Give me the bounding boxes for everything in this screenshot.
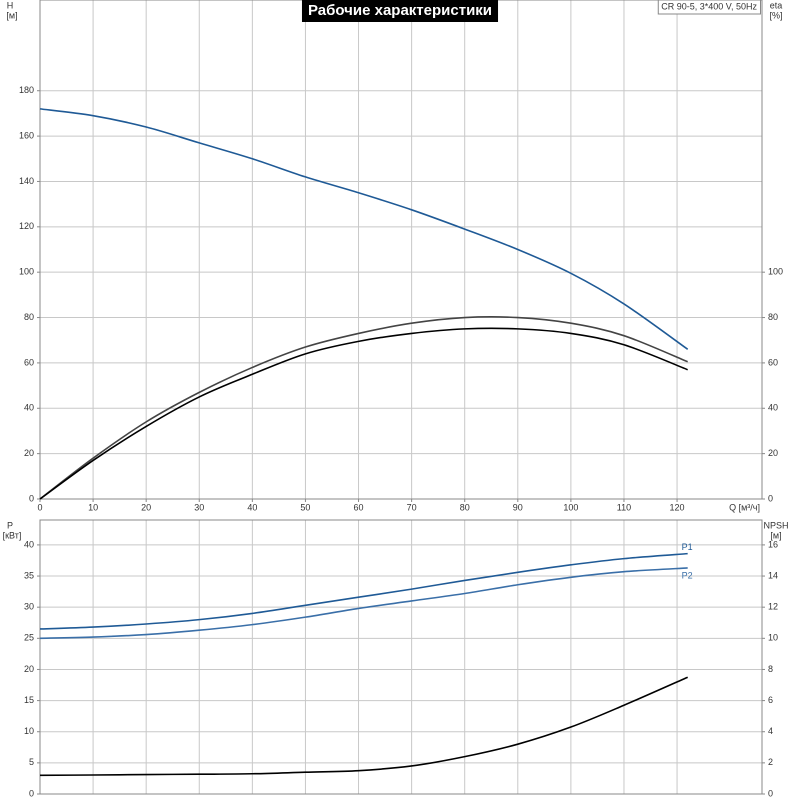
y-tick-label: 40 xyxy=(24,539,34,549)
y2-axis-unit: [%] xyxy=(769,10,782,20)
y-axis-label: P xyxy=(7,520,13,530)
y2-tick-label: 8 xyxy=(768,664,773,674)
series-line xyxy=(39,676,688,777)
series-label: P2 xyxy=(682,570,693,580)
y-tick-label: 20 xyxy=(24,448,34,458)
x-tick-label: 100 xyxy=(563,502,578,512)
series-line xyxy=(39,108,689,350)
y2-axis-label: NPSH xyxy=(763,520,788,530)
y-tick-label: 20 xyxy=(24,664,34,674)
y2-tick-label: 4 xyxy=(768,726,773,736)
series-line xyxy=(39,327,688,500)
x-tick-label: 90 xyxy=(513,502,523,512)
y-tick-label: 0 xyxy=(29,788,34,798)
y2-axis-unit: [м] xyxy=(770,530,781,540)
series-label: P1 xyxy=(682,542,693,552)
y-tick-label: 40 xyxy=(24,403,34,413)
y2-tick-label: 16 xyxy=(768,539,778,549)
y2-tick-label: 2 xyxy=(768,757,773,767)
series-line xyxy=(39,567,688,640)
y-tick-label: 100 xyxy=(19,267,34,277)
x-tick-label: 20 xyxy=(141,502,151,512)
y-tick-label: 5 xyxy=(29,757,34,767)
y-axis-unit: [м] xyxy=(6,10,17,20)
y2-tick-label: 60 xyxy=(768,357,778,367)
y-tick-label: 160 xyxy=(19,130,34,140)
x-tick-label: 10 xyxy=(88,502,98,512)
y-tick-label: 180 xyxy=(19,85,34,95)
y-tick-label: 10 xyxy=(24,726,34,736)
y-tick-label: 0 xyxy=(29,493,34,503)
series-line xyxy=(39,552,688,630)
y-tick-label: 35 xyxy=(24,570,34,580)
x-tick-label: 40 xyxy=(247,502,257,512)
x-tick-label: 50 xyxy=(300,502,310,512)
y2-tick-label: 12 xyxy=(768,602,778,612)
x-tick-label: 60 xyxy=(354,502,364,512)
x-tick-label: 110 xyxy=(617,502,631,512)
y-tick-label: 80 xyxy=(24,312,34,322)
y-axis-unit: [кВт] xyxy=(3,530,22,540)
plot-frame xyxy=(39,519,763,795)
y2-axis-label: eta xyxy=(770,0,783,10)
title-box xyxy=(301,0,499,22)
x-tick-label: 70 xyxy=(407,502,417,512)
x-tick-label: 0 xyxy=(37,502,42,512)
y2-tick-label: 0 xyxy=(768,788,773,798)
y2-tick-label: 100 xyxy=(768,267,783,277)
series-line xyxy=(39,316,688,500)
y-tick-label: 120 xyxy=(19,221,34,231)
y-tick-label: 140 xyxy=(19,176,34,186)
chart-subtitle: CR 90-5, 3*400 V, 50Hz xyxy=(661,1,757,11)
y-tick-label: 60 xyxy=(24,357,34,367)
y-tick-label: 25 xyxy=(24,633,34,643)
y-axis-label: H xyxy=(7,0,14,10)
x-tick-label: 30 xyxy=(194,502,204,512)
subtitle-box xyxy=(657,0,761,15)
y2-tick-label: 40 xyxy=(768,403,778,413)
y2-tick-label: 10 xyxy=(768,633,778,643)
y2-tick-label: 0 xyxy=(768,493,773,503)
y-tick-label: 30 xyxy=(24,602,34,612)
x-tick-label: 80 xyxy=(460,502,470,512)
plot-frame xyxy=(39,0,763,500)
y2-tick-label: 6 xyxy=(768,695,773,705)
x-axis-label: Q [м³/ч] xyxy=(729,502,760,512)
y2-tick-label: 20 xyxy=(768,448,778,458)
y2-tick-label: 80 xyxy=(768,312,778,322)
chart-title: Рабочие характеристики xyxy=(308,2,492,19)
y-tick-label: 15 xyxy=(24,695,34,705)
x-tick-label: 120 xyxy=(670,502,685,512)
y2-tick-label: 14 xyxy=(768,570,778,580)
